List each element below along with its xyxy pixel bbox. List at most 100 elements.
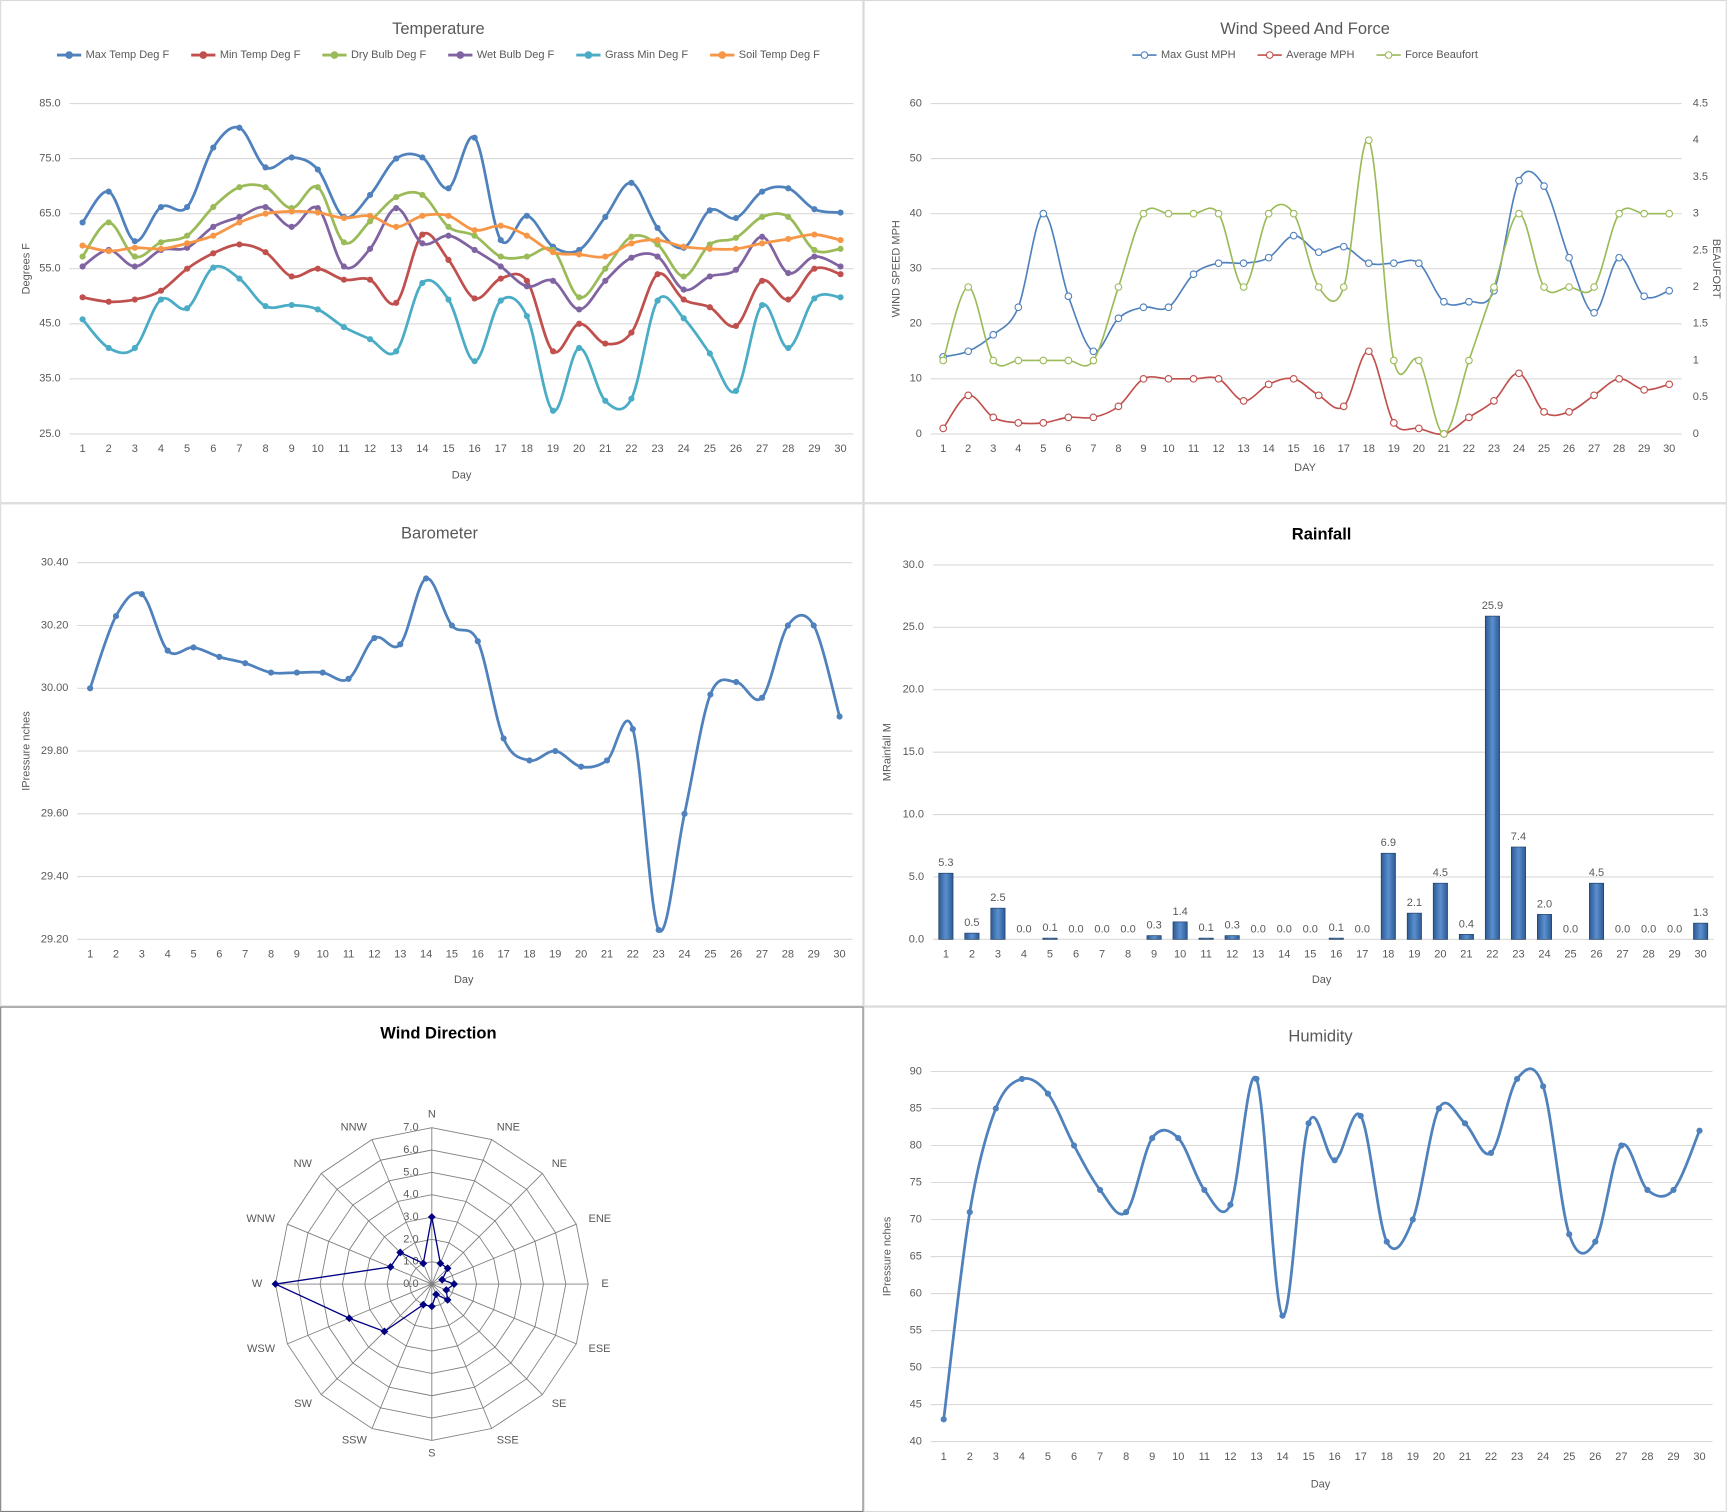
- category-label: NNW: [341, 1121, 368, 1133]
- x-tick-label: 14: [1278, 949, 1290, 961]
- chart-title: Barometer: [401, 524, 479, 542]
- x-tick-label: 19: [547, 443, 559, 455]
- marker: [471, 295, 478, 302]
- x-tick-label: 3: [995, 949, 1001, 961]
- marker: [267, 669, 275, 676]
- marker: [1264, 253, 1273, 262]
- x-tick-label: 9: [1140, 443, 1146, 455]
- data-label: 5.3: [938, 857, 953, 869]
- marker: [445, 256, 452, 263]
- x-tick-label: 15: [442, 443, 454, 455]
- marker: [448, 622, 456, 629]
- marker: [471, 227, 478, 234]
- data-label: 4.5: [1589, 867, 1604, 879]
- x-tick-label: 25: [704, 949, 716, 961]
- category-label: NE: [552, 1158, 567, 1170]
- marker: [1149, 1135, 1156, 1142]
- y2-tick-label: 1.5: [1693, 318, 1708, 330]
- spoke: [431, 1283, 577, 1345]
- y-tick-label: 0: [916, 428, 922, 440]
- x-tick-label: 12: [1212, 443, 1224, 455]
- marker: [628, 395, 635, 402]
- y-tick-label: 65.0: [39, 208, 60, 220]
- y-tick-label: 45: [910, 1398, 922, 1410]
- marker: [1590, 308, 1598, 317]
- marker: [79, 294, 86, 301]
- category-label: SSW: [342, 1435, 368, 1447]
- marker: [1314, 283, 1323, 291]
- x-tick-label: 2: [965, 443, 971, 455]
- legend-marker: [1140, 51, 1149, 59]
- y2-axis-title: BEAUFORT: [1710, 239, 1722, 299]
- category-label: WSW: [247, 1343, 276, 1355]
- x-tick-label: 8: [1115, 443, 1121, 455]
- x-tick-label: 20: [1433, 1451, 1445, 1463]
- marker: [419, 154, 426, 161]
- x-tick-label: 16: [1329, 1451, 1341, 1463]
- marker: [131, 344, 138, 352]
- y2-tick-label: 3.5: [1693, 171, 1708, 183]
- y-tick-label: 60: [910, 1287, 922, 1299]
- marker: [497, 222, 504, 229]
- category-label: WNW: [246, 1213, 275, 1225]
- x-tick-label: 8: [1125, 949, 1131, 961]
- spoke: [371, 1283, 433, 1429]
- marker: [654, 241, 661, 248]
- x-tick-label: 22: [1485, 1451, 1497, 1463]
- marker: [1339, 402, 1348, 411]
- marker: [471, 232, 478, 239]
- bar: [1328, 937, 1344, 940]
- x-tick-label: 10: [312, 443, 324, 455]
- x-tick-label: 17: [495, 443, 507, 455]
- marker: [810, 622, 817, 629]
- bar: [1510, 846, 1526, 940]
- x-tick-label: 16: [1313, 443, 1325, 455]
- marker: [1089, 413, 1098, 422]
- legend-marker: [1384, 51, 1393, 59]
- bar: [938, 872, 954, 940]
- marker: [549, 277, 557, 284]
- x-tick-label: 22: [1463, 443, 1475, 455]
- marker: [157, 296, 165, 303]
- x-tick-label: 8: [262, 443, 268, 455]
- x-tick-label: 2: [967, 1451, 973, 1463]
- marker: [210, 203, 217, 211]
- x-tick-label: 24: [678, 949, 690, 961]
- x-tick-label: 12: [364, 443, 376, 455]
- x-tick-label: 30: [1693, 1451, 1705, 1463]
- panel: [863, 503, 1727, 1007]
- marker: [131, 238, 138, 245]
- marker: [706, 304, 713, 311]
- panel: [863, 1006, 1727, 1512]
- x-tick-label: 27: [756, 949, 768, 961]
- marker: [1389, 259, 1398, 268]
- marker: [288, 208, 295, 215]
- marker: [1615, 253, 1623, 262]
- x-tick-label: 13: [1237, 443, 1249, 455]
- marker: [1096, 1186, 1104, 1193]
- x-tick-label: 26: [1589, 1451, 1601, 1463]
- x-tick-label: 11: [1188, 443, 1199, 455]
- x-tick-label: 22: [627, 949, 639, 961]
- marker: [1540, 283, 1548, 291]
- marker: [345, 675, 352, 682]
- y2-tick-label: 3: [1693, 208, 1699, 220]
- marker: [1305, 1120, 1312, 1127]
- y-tick-label: 35.0: [39, 373, 60, 385]
- legend-label: Min Temp Deg F: [220, 49, 301, 61]
- line: [943, 170, 1670, 358]
- marker: [964, 391, 973, 400]
- legend-label: Max Temp Deg F: [86, 49, 170, 61]
- marker: [131, 244, 138, 251]
- marker: [680, 296, 687, 303]
- marker: [262, 164, 269, 171]
- data-label: 1.3: [1693, 907, 1708, 919]
- marker: [1566, 1231, 1573, 1238]
- x-tick-label: 26: [1563, 443, 1575, 455]
- data-label: 0.1: [1042, 922, 1057, 934]
- x-tick-label: 30: [1695, 949, 1707, 961]
- marker: [131, 263, 138, 270]
- marker: [1014, 419, 1023, 427]
- x-tick-label: 15: [446, 949, 458, 961]
